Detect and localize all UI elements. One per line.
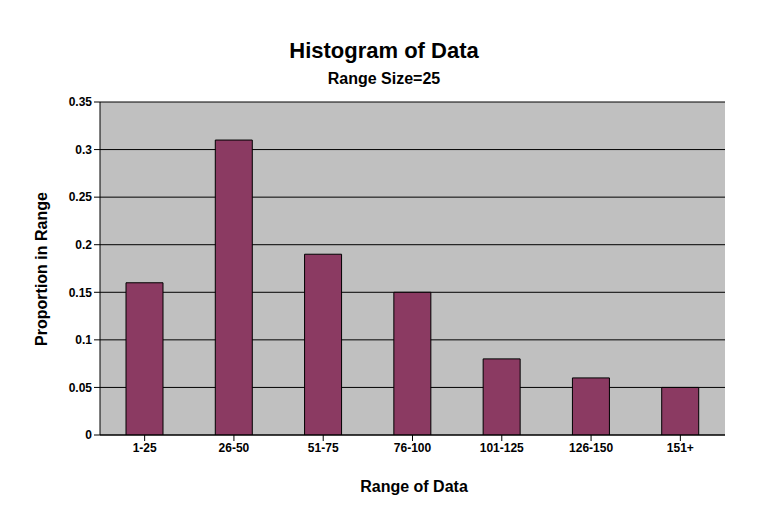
svg-text:0.3: 0.3 bbox=[75, 143, 92, 157]
html-text:Histogram of Data: Histogram of Data bbox=[289, 38, 479, 63]
svg-text:101-125: 101-125 bbox=[480, 441, 524, 455]
svg-text:0.35: 0.35 bbox=[69, 95, 93, 109]
svg-text:51-75: 51-75 bbox=[308, 441, 339, 455]
svg-text:0: 0 bbox=[85, 428, 92, 442]
html-text:Range Size=25: Range Size=25 bbox=[327, 70, 441, 87]
svg-text:0.2: 0.2 bbox=[75, 238, 92, 252]
html-text:Proportion in Range: Proportion in Range bbox=[33, 191, 50, 346]
svg-text:151+: 151+ bbox=[667, 441, 694, 455]
svg-text:0.25: 0.25 bbox=[69, 190, 93, 204]
html-text:Range of Data: Range of Data bbox=[360, 478, 468, 495]
svg-text:26-50: 26-50 bbox=[219, 441, 250, 455]
svg-text:0.1: 0.1 bbox=[75, 333, 92, 347]
svg-text:1-25: 1-25 bbox=[133, 441, 157, 455]
svg-text:126-150: 126-150 bbox=[569, 441, 613, 455]
svg-text:0.05: 0.05 bbox=[69, 381, 93, 395]
svg-text:76-100: 76-100 bbox=[394, 441, 432, 455]
svg-text:0.15: 0.15 bbox=[69, 286, 93, 300]
